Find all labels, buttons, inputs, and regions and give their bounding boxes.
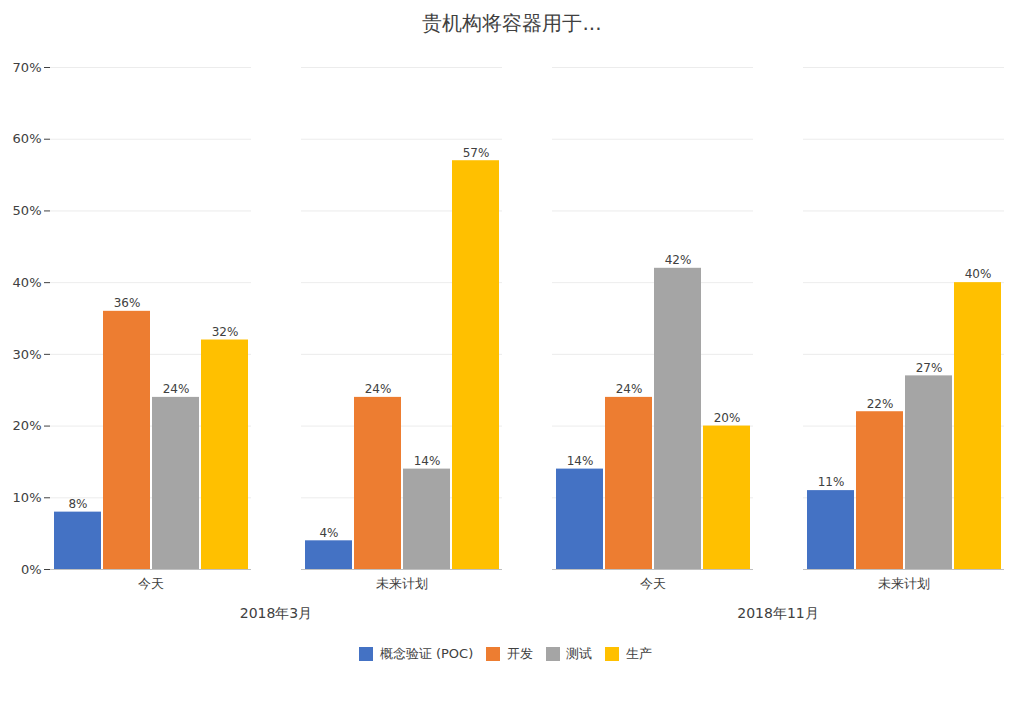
svg-text:60%: 60%	[13, 131, 42, 146]
svg-text:24%: 24%	[365, 382, 392, 396]
svg-text:4%: 4%	[319, 526, 338, 540]
svg-text:24%: 24%	[616, 382, 643, 396]
svg-text:50%: 50%	[13, 203, 42, 218]
svg-text:32%: 32%	[212, 325, 239, 339]
html-text:概念验证 (POC): 概念验证 (POC)	[379, 645, 474, 661]
html-text:2018年3月: 2018年3月	[239, 605, 313, 621]
html-text:开发: 开发	[506, 645, 533, 661]
svg-text:20%: 20%	[714, 411, 741, 425]
html-text:2018年11月: 2018年11月	[737, 605, 819, 621]
svg-text:27%: 27%	[916, 361, 943, 375]
svg-text:40%: 40%	[965, 267, 992, 281]
svg-text:40%: 40%	[13, 275, 42, 290]
html-text:测试: 测试	[566, 645, 593, 661]
svg-text:未来计划: 未来计划	[878, 576, 930, 591]
svg-text:10%: 10%	[13, 490, 42, 505]
svg-text:0%: 0%	[21, 562, 42, 577]
svg-text:22%: 22%	[867, 397, 894, 411]
svg-text:11%: 11%	[818, 475, 845, 489]
html-text:贵机构将容器用于...: 贵机构将容器用于...	[422, 11, 602, 35]
svg-text:42%: 42%	[665, 253, 692, 267]
svg-text:14%: 14%	[567, 454, 594, 468]
svg-text:24%: 24%	[163, 382, 190, 396]
svg-text:14%: 14%	[414, 454, 441, 468]
svg-text:8%: 8%	[68, 497, 87, 511]
svg-text:今天: 今天	[138, 576, 164, 591]
svg-text:20%: 20%	[13, 418, 42, 433]
svg-text:57%: 57%	[463, 146, 490, 160]
svg-text:今天: 今天	[640, 576, 666, 591]
svg-text:未来计划: 未来计划	[376, 576, 428, 591]
svg-text:70%: 70%	[13, 60, 42, 75]
html-text:生产: 生产	[625, 645, 652, 661]
svg-text:36%: 36%	[114, 296, 141, 310]
svg-text:30%: 30%	[13, 347, 42, 362]
